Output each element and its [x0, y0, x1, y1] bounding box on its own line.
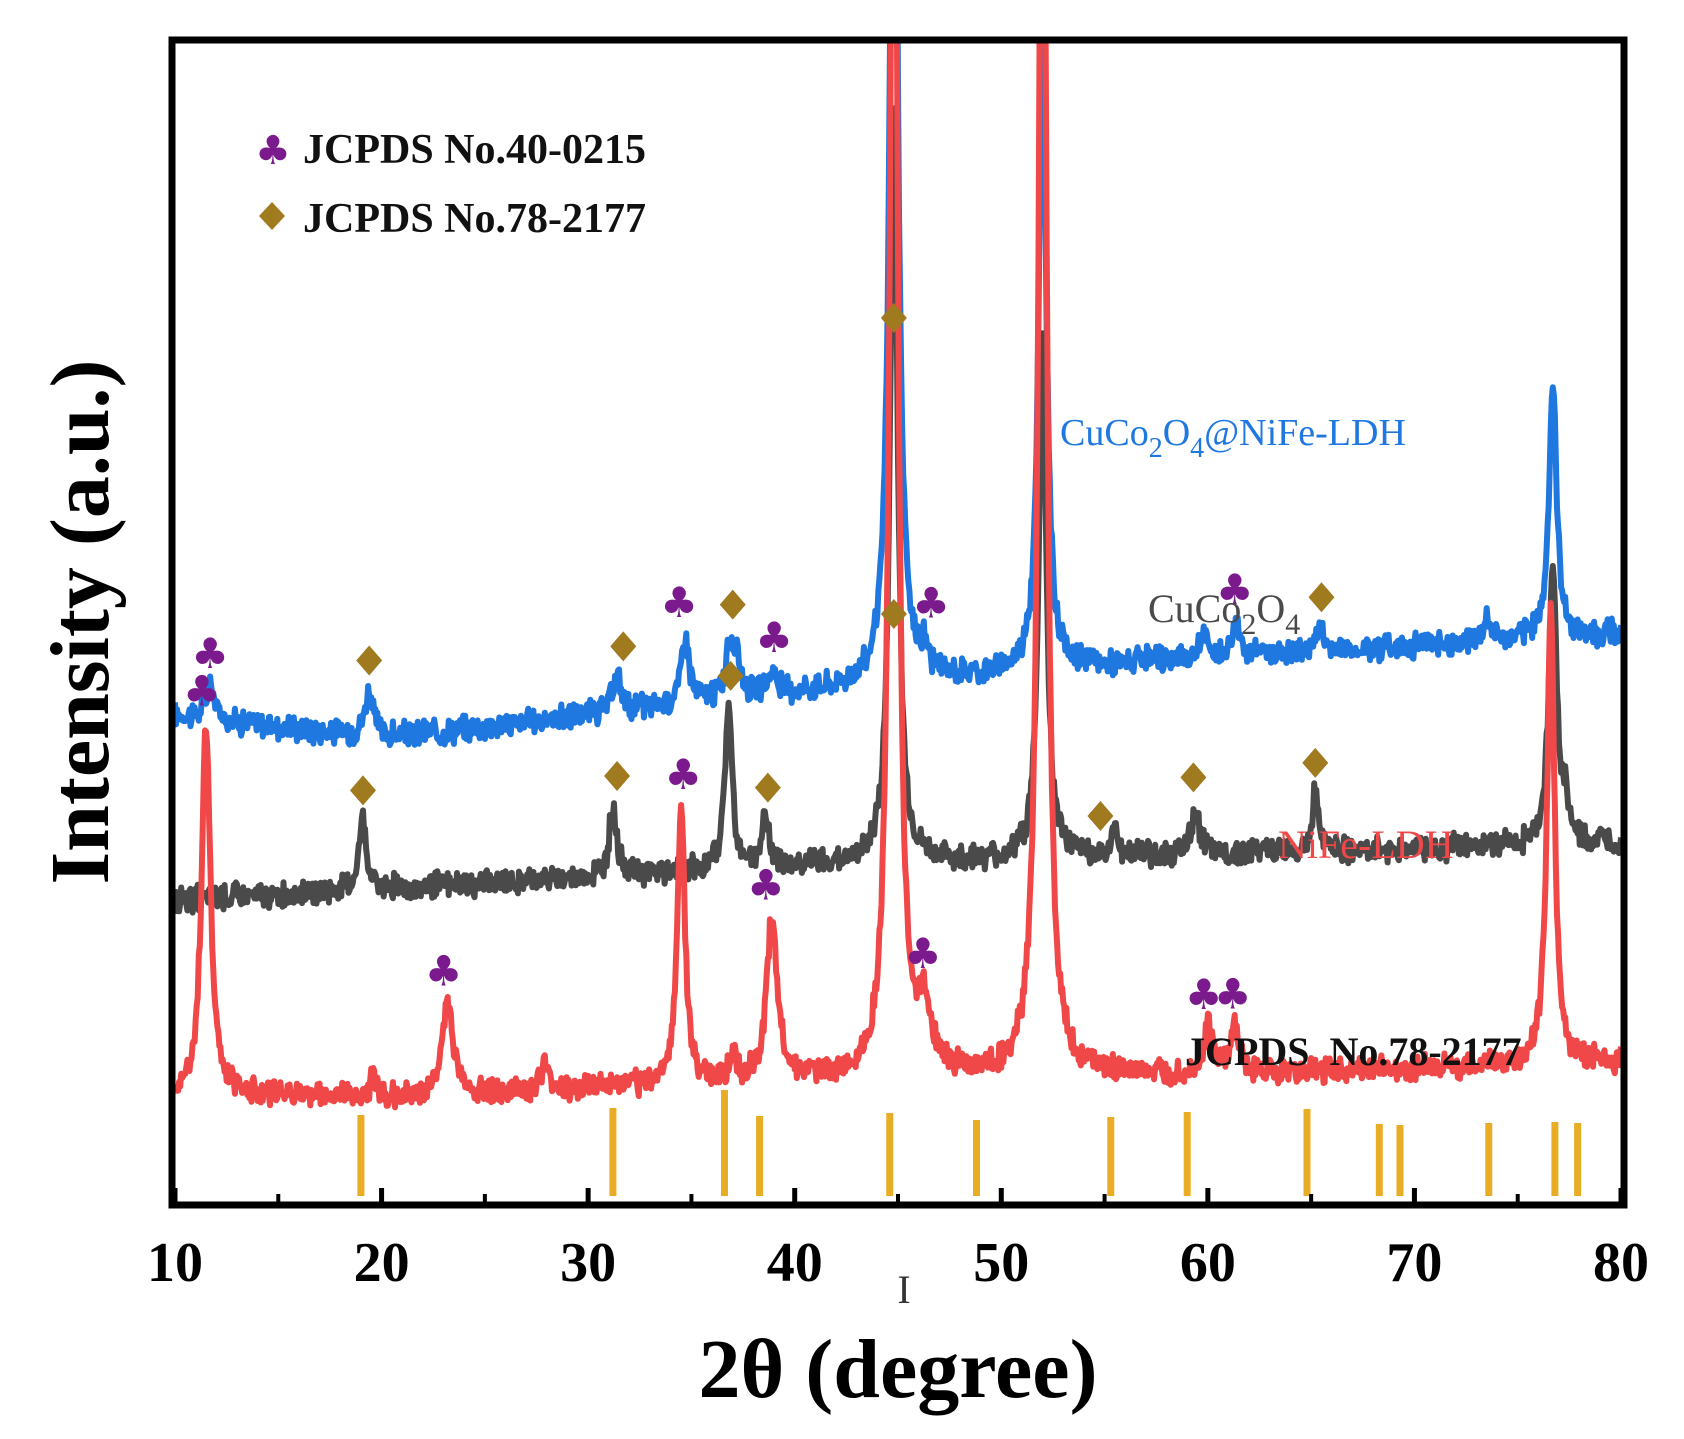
series-label-gray: CuCo2O4 [1148, 586, 1300, 641]
svg-text:CuCo2O4@NiFe-LDH: CuCo2O4@NiFe-LDH [1060, 412, 1406, 464]
reference-label: JCPDS No.78-2177 [1185, 1029, 1522, 1074]
series-label-red: NiFe-LDH [1278, 822, 1454, 867]
diamond-marker-icon [1308, 582, 1335, 613]
diamond-marker-icon [880, 303, 907, 333]
club-marker-icon: ♣ [912, 579, 950, 628]
x-tick-label: 30 [560, 1232, 616, 1294]
series-label-blue: CuCo2O4@NiFe-LDH [1060, 412, 1406, 464]
x-tick-label: 50 [973, 1232, 1029, 1294]
club-marker-icon: ♣ [425, 946, 463, 995]
diamond-marker-icon [754, 772, 781, 803]
legend-label-1: JCPDS No.40-0215 [303, 127, 646, 173]
x-tick-label: 70 [1386, 1232, 1442, 1294]
stray-glyph: I [897, 1267, 910, 1312]
diamond-marker-icon [719, 589, 746, 620]
legend-club-icon: ♣ [255, 128, 291, 174]
diamond-marker-icon [356, 645, 383, 676]
club-marker-icon: ♣ [191, 629, 229, 678]
diamond-marker-icon [1087, 800, 1114, 831]
series-line-nife-ldh [175, 43, 1621, 1111]
legend: ♣ JCPDS No.40-0215 JCPDS No.78-2177 [255, 127, 646, 242]
x-axis-label: 2θ (degree) [698, 1323, 1097, 1416]
club-marker-icon: ♣ [660, 578, 698, 627]
legend-diamond-icon [259, 202, 285, 230]
diamond-marker-icon [880, 599, 907, 629]
diamond-marker-icon [717, 660, 744, 691]
diamond-marker-icon [1180, 762, 1207, 793]
club-marker-icon: ♣ [1185, 970, 1223, 1019]
club-marker-icon: ♣ [904, 929, 942, 978]
x-tick-label: 40 [767, 1232, 823, 1294]
x-tick-label: 80 [1593, 1232, 1649, 1294]
svg-text:CuCo2O4: CuCo2O4 [1148, 586, 1300, 641]
club-marker-icon: ♣ [183, 667, 221, 716]
reference-bars [357, 1090, 1582, 1196]
x-tick-label: 10 [147, 1232, 203, 1294]
series-lines [175, 43, 1621, 1111]
club-marker-icon: ♣ [1214, 969, 1252, 1018]
x-ticks: 10 20 30 40 50 60 70 80 [147, 1188, 1649, 1294]
diamond-marker-icon [604, 760, 631, 791]
peak-markers: ♣♣♣♣ ♣♣♣♣♣♣♣♣ [183, 303, 1335, 1019]
x-tick-label: 60 [1180, 1232, 1236, 1294]
legend-label-2: JCPDS No.78-2177 [303, 196, 646, 242]
club-marker-icon: ♣ [664, 750, 702, 799]
club-marker-icon: ♣ [755, 613, 793, 662]
plot-frame [168, 36, 1628, 1209]
club-marker-icon: ♣ [1216, 565, 1254, 614]
y-axis-label: Intensity (a.u.) [34, 359, 127, 884]
diamond-marker-icon [610, 631, 637, 662]
diamond-marker-icon [349, 775, 376, 806]
axes [168, 36, 1628, 1209]
x-tick-label: 20 [354, 1232, 410, 1294]
diamond-marker-icon [1302, 747, 1329, 778]
club-marker-icon: ♣ [747, 860, 785, 909]
